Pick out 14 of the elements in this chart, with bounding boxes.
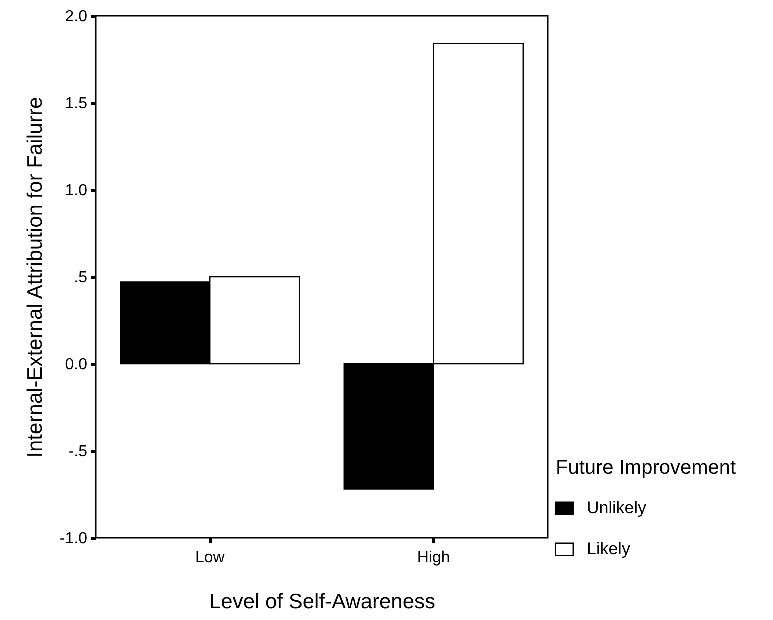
legend-title: Future Improvement bbox=[556, 457, 737, 479]
y-tick-label: 1.5 bbox=[65, 96, 88, 112]
y-tick-label: 2.0 bbox=[65, 8, 88, 26]
y-tick-label: .5 bbox=[74, 270, 88, 286]
x-tick-label: High bbox=[417, 550, 450, 566]
y-tick-label: -1.0 bbox=[60, 530, 88, 548]
y-tick-label: -.5 bbox=[68, 444, 88, 460]
y-tick-label: 1.0 bbox=[65, 182, 88, 200]
legend-label: Likely bbox=[587, 540, 631, 558]
x-tick-label: Low bbox=[195, 550, 226, 566]
x-axis-title: Level of Self-Awareness bbox=[209, 590, 436, 614]
y-tick-label: 0.0 bbox=[65, 356, 88, 374]
y-axis-title: Internal-External Attribution for Failurre bbox=[24, 97, 47, 458]
legend-label: Unlikely bbox=[587, 498, 648, 518]
